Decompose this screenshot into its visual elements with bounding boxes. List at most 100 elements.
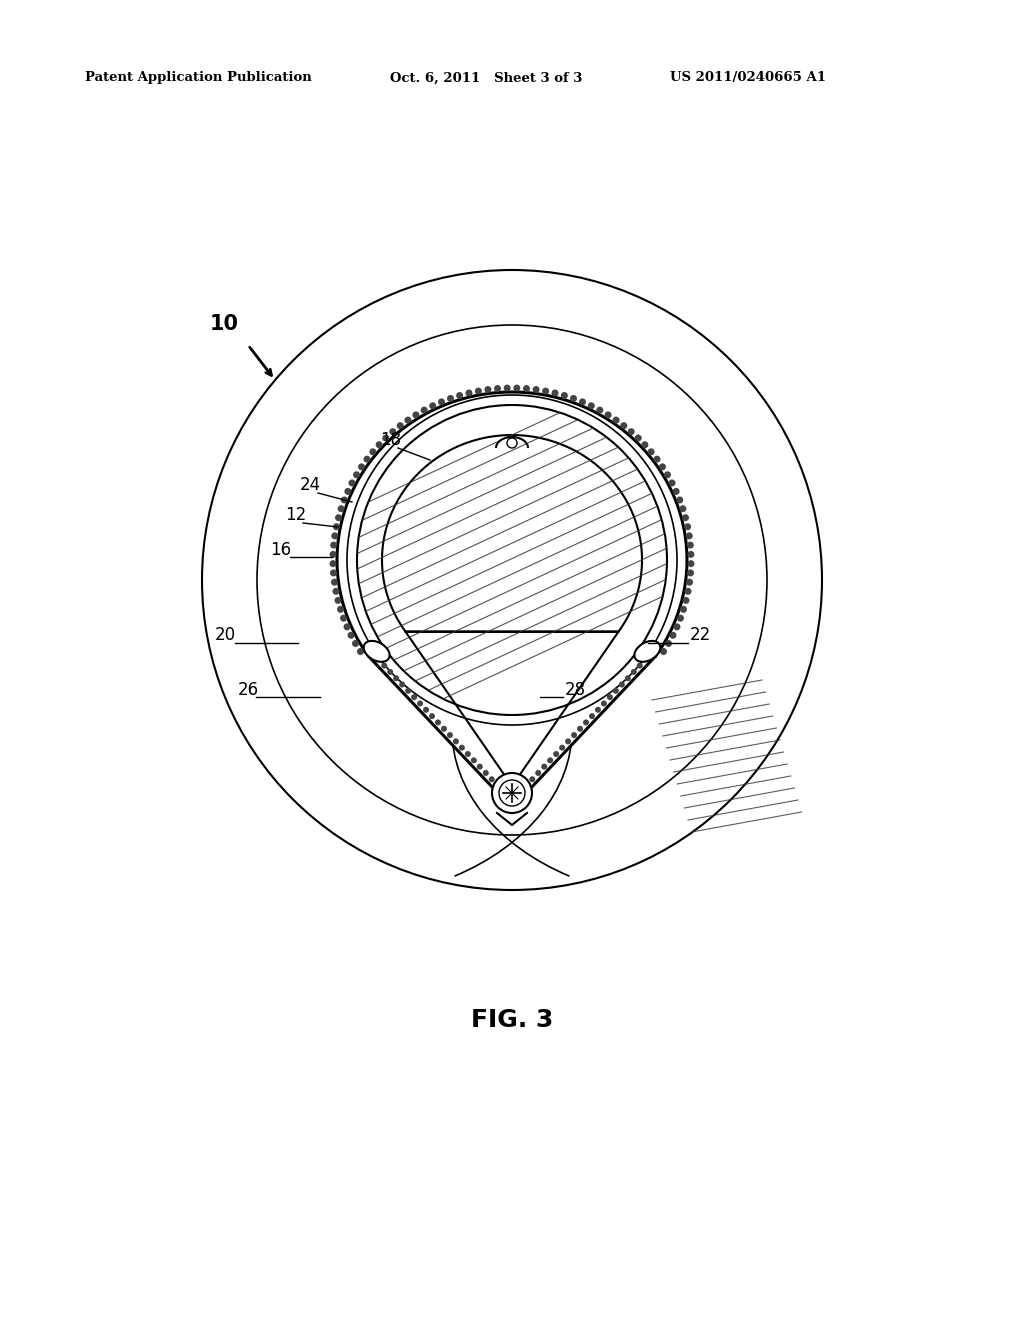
Circle shape (665, 640, 672, 647)
Circle shape (330, 550, 337, 558)
Circle shape (628, 428, 635, 436)
Circle shape (659, 463, 666, 470)
Circle shape (578, 726, 583, 731)
Circle shape (393, 676, 399, 681)
Circle shape (364, 455, 371, 463)
Circle shape (438, 399, 445, 405)
Circle shape (370, 449, 377, 455)
Text: 24: 24 (300, 477, 322, 494)
Circle shape (674, 623, 680, 631)
Circle shape (376, 441, 383, 449)
Circle shape (621, 422, 628, 429)
Circle shape (495, 783, 501, 788)
Circle shape (618, 681, 625, 688)
Circle shape (507, 795, 513, 801)
Text: 18: 18 (380, 432, 401, 449)
Circle shape (459, 744, 465, 751)
Text: 20: 20 (215, 626, 237, 644)
Circle shape (561, 392, 568, 399)
Circle shape (413, 412, 420, 418)
Circle shape (488, 776, 495, 783)
Circle shape (494, 385, 501, 392)
Circle shape (680, 606, 687, 612)
Circle shape (532, 385, 540, 393)
Circle shape (511, 795, 517, 801)
Circle shape (507, 438, 517, 447)
Circle shape (673, 488, 680, 495)
Circle shape (635, 434, 642, 441)
Circle shape (335, 597, 342, 603)
Circle shape (466, 389, 472, 396)
Circle shape (676, 496, 683, 503)
Circle shape (513, 801, 518, 808)
Circle shape (446, 733, 453, 738)
Circle shape (529, 776, 536, 783)
Circle shape (607, 694, 613, 700)
Circle shape (447, 395, 454, 403)
Circle shape (589, 713, 595, 719)
Circle shape (604, 412, 611, 418)
Circle shape (347, 632, 354, 639)
Circle shape (647, 449, 654, 455)
Circle shape (330, 560, 337, 568)
Circle shape (506, 801, 511, 808)
Circle shape (583, 719, 589, 726)
Circle shape (612, 417, 620, 424)
Circle shape (570, 395, 577, 403)
Circle shape (579, 399, 586, 405)
Circle shape (475, 388, 482, 395)
Circle shape (387, 669, 393, 675)
Circle shape (338, 506, 345, 512)
Circle shape (421, 407, 428, 413)
Text: FIG. 3: FIG. 3 (471, 1008, 553, 1032)
Text: US 2011/0240665 A1: US 2011/0240665 A1 (670, 71, 826, 84)
Circle shape (435, 719, 441, 726)
Text: 16: 16 (270, 541, 291, 558)
Circle shape (631, 669, 637, 675)
Circle shape (477, 764, 482, 770)
Ellipse shape (635, 642, 660, 661)
Circle shape (441, 726, 446, 731)
Circle shape (664, 471, 671, 478)
Circle shape (340, 615, 347, 622)
Circle shape (669, 479, 676, 487)
Circle shape (396, 422, 403, 429)
Circle shape (601, 701, 607, 706)
Circle shape (335, 515, 342, 521)
Circle shape (375, 656, 381, 663)
Circle shape (331, 578, 338, 586)
Circle shape (613, 688, 618, 694)
Circle shape (404, 417, 412, 424)
Circle shape (429, 403, 436, 409)
Text: 22: 22 (690, 626, 712, 644)
Circle shape (536, 770, 542, 776)
Circle shape (504, 384, 511, 392)
Circle shape (653, 455, 660, 463)
Circle shape (513, 384, 520, 392)
Circle shape (523, 385, 530, 392)
Circle shape (595, 706, 601, 713)
Circle shape (682, 597, 689, 603)
Circle shape (370, 649, 375, 656)
Circle shape (684, 523, 691, 531)
Text: Patent Application Publication: Patent Application Publication (85, 71, 311, 84)
Circle shape (542, 388, 549, 395)
Circle shape (517, 789, 523, 795)
Circle shape (687, 541, 694, 549)
Circle shape (679, 506, 686, 512)
Circle shape (547, 758, 553, 763)
Circle shape (571, 733, 578, 738)
Circle shape (484, 385, 492, 393)
Circle shape (465, 751, 471, 756)
Circle shape (456, 392, 463, 399)
Circle shape (330, 569, 337, 577)
Circle shape (332, 532, 338, 540)
Circle shape (552, 389, 558, 396)
Circle shape (429, 713, 435, 719)
Circle shape (492, 774, 532, 813)
Circle shape (542, 764, 547, 770)
Circle shape (637, 663, 643, 668)
Circle shape (406, 688, 411, 694)
Circle shape (357, 405, 667, 715)
Circle shape (417, 701, 423, 706)
